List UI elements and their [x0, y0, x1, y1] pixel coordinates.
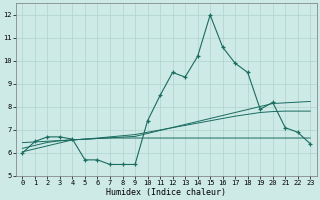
- X-axis label: Humidex (Indice chaleur): Humidex (Indice chaleur): [106, 188, 226, 197]
